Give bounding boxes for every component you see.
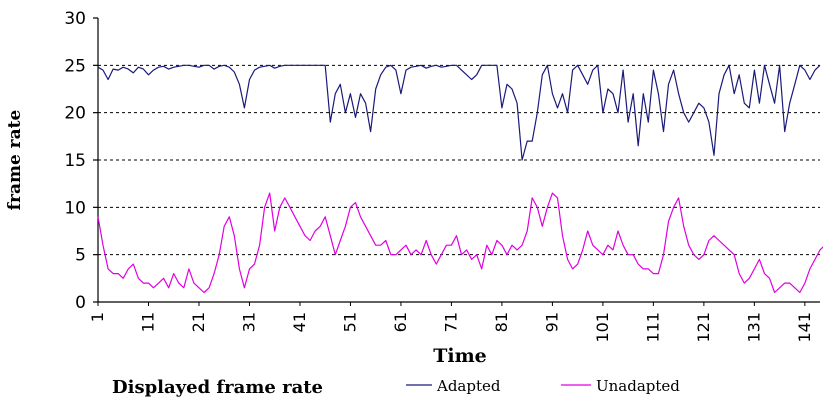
x-tick-label: 111 [643, 312, 662, 343]
y-tick-label: 10 [64, 198, 86, 218]
x-tick-label: 91 [542, 312, 561, 332]
axes [93, 17, 820, 306]
x-tick-label: 21 [189, 312, 208, 332]
y-tick-label: 20 [64, 104, 86, 124]
y-tick-labels: 0 5 10 15 20 25 30 [64, 9, 86, 313]
x-tick-labels: 1 11 21 31 41 51 61 71 81 91 101 111 121 131 141 [88, 312, 814, 343]
series-line-unadapted [97, 192, 823, 294]
legend: Displayed frame rate Adapted Unadapted [112, 377, 680, 398]
x-tick-label: 141 [795, 312, 814, 343]
y-tick-label: 30 [64, 9, 86, 29]
legend-label-unadapted: Unadapted [596, 377, 680, 395]
x-tick-label: 71 [441, 312, 460, 332]
x-tick-label: 131 [744, 312, 763, 343]
x-tick-label: 101 [593, 312, 612, 343]
gridlines [98, 64, 820, 256]
x-tick-label: 81 [492, 312, 511, 332]
x-tick-label: 121 [694, 312, 713, 343]
x-axis-title: Time [433, 345, 487, 367]
legend-label-adapted: Adapted [436, 377, 501, 395]
legend-title: Displayed frame rate [112, 377, 323, 398]
x-tick-label: 11 [138, 312, 157, 332]
series-line-adapted [97, 64, 821, 161]
y-axis-title: frame rate [5, 109, 25, 210]
x-tick-label: 61 [391, 312, 410, 332]
y-tick-label: 25 [64, 56, 86, 76]
y-tick-label: 5 [75, 246, 86, 266]
x-tick-label: 31 [239, 312, 258, 332]
x-tick-label: 1 [88, 312, 107, 322]
y-tick-label: 15 [64, 151, 86, 171]
x-tick-label: 41 [290, 312, 309, 332]
x-tick-label: 51 [340, 312, 359, 332]
series-layer [97, 64, 823, 294]
y-tick-label: 0 [75, 293, 86, 313]
